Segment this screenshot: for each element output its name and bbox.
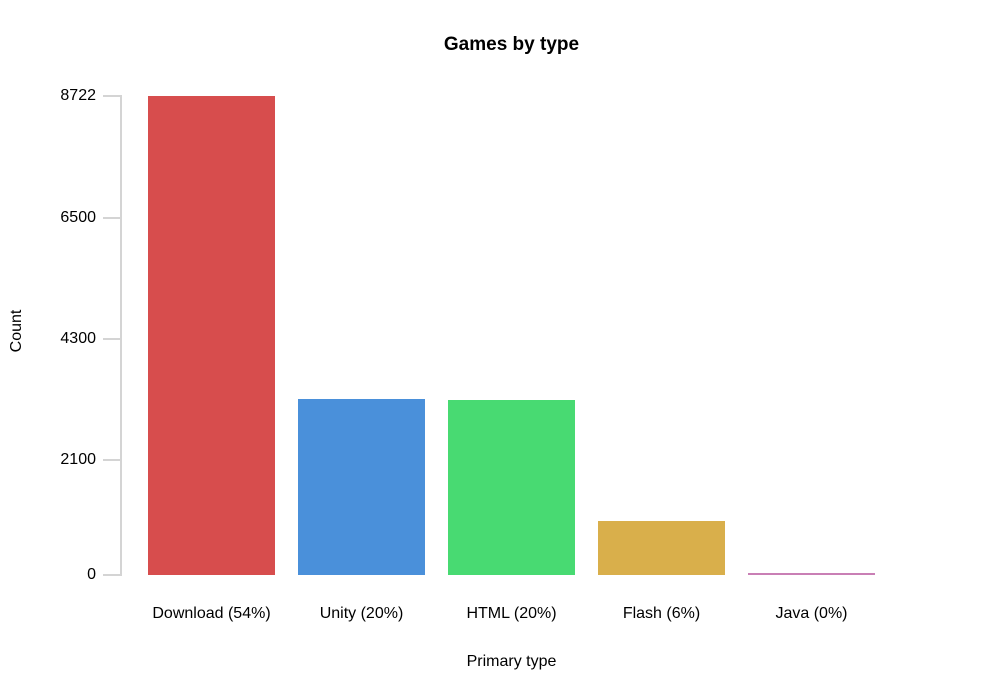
x-category-label: Unity (20%) bbox=[319, 605, 404, 622]
bar bbox=[748, 573, 875, 575]
x-category-label: Flash (6%) bbox=[622, 605, 701, 622]
x-category-label: HTML (20%) bbox=[466, 605, 557, 622]
y-axis-label: Count bbox=[8, 309, 25, 353]
y-tick-label: 6500 bbox=[60, 209, 96, 227]
y-axis-line bbox=[120, 95, 122, 576]
chart-title: Games by type bbox=[443, 34, 580, 55]
bar bbox=[598, 521, 725, 575]
bar bbox=[298, 399, 425, 575]
bar bbox=[448, 400, 575, 575]
y-tick-label: 8722 bbox=[60, 87, 96, 104]
x-category-label: Java (0%) bbox=[775, 605, 848, 622]
y-axis-tick bbox=[103, 217, 120, 220]
y-tick-label: 2100 bbox=[60, 450, 96, 468]
y-axis-tick bbox=[103, 337, 120, 340]
x-category-label: Download (54%) bbox=[152, 605, 271, 622]
y-tick-label: 4300 bbox=[60, 329, 96, 347]
y-axis-tick bbox=[103, 458, 120, 461]
x-axis-label: Primary type bbox=[466, 653, 557, 670]
bar bbox=[148, 96, 275, 575]
y-axis-tick bbox=[103, 574, 120, 576]
y-axis-tick bbox=[103, 95, 120, 97]
y-tick-label: 0 bbox=[87, 566, 96, 583]
